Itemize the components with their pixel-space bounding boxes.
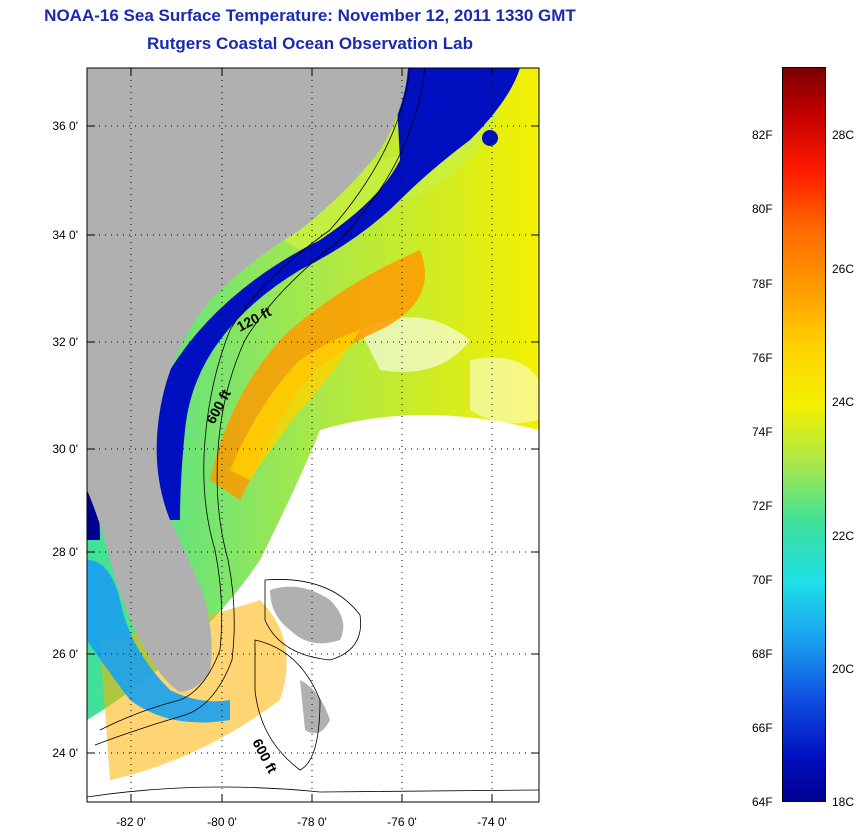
colorbar-c-label: 22C	[832, 529, 855, 543]
colorbar-f-label: 72F	[752, 499, 773, 513]
colorbar-f-label: 76F	[752, 351, 773, 365]
colorbar-c-label: 28C	[832, 128, 855, 142]
lon-label: -76 0'	[387, 815, 417, 829]
tick-marks	[87, 68, 539, 802]
colorbar-c-label: 18C	[832, 795, 855, 809]
colorbar-f-label: 74F	[752, 425, 773, 439]
contour-120ft	[99, 67, 411, 731]
lon-label: -74 0'	[477, 815, 507, 829]
graticule	[87, 68, 539, 802]
colorbar-c-label: 20C	[832, 662, 855, 676]
bahamas-bank	[270, 586, 344, 644]
colorbar-f-label: 80F	[752, 202, 773, 216]
colorbar-f-label: 70F	[752, 573, 773, 587]
colorbar-f-label: 82F	[752, 128, 773, 142]
lat-label: 36 0'	[52, 119, 78, 133]
lat-label: 32 0'	[52, 335, 78, 349]
colorbar-c-label: 26C	[832, 262, 855, 276]
lon-label: -82 0'	[116, 815, 146, 829]
coastal-cold-water	[87, 68, 520, 723]
lon-label: -80 0'	[207, 815, 237, 829]
lat-label: 30 0'	[52, 442, 78, 456]
lon-label: -78 0'	[297, 815, 327, 829]
temperature-colorbar	[782, 67, 826, 802]
colorbar-f-label: 64F	[752, 795, 773, 809]
cold-eddy	[482, 130, 498, 146]
colorbar-f-label: 68F	[752, 647, 773, 661]
lat-label: 26 0'	[52, 647, 78, 661]
lat-label: 34 0'	[52, 228, 78, 242]
map-title: NOAA-16 Sea Surface Temperature: Novembe…	[44, 6, 576, 25]
lat-label: 28 0'	[52, 545, 78, 559]
island	[300, 680, 330, 734]
land	[87, 68, 408, 734]
colorbar-f-label: 66F	[752, 721, 773, 735]
colorbar-f-label: 78F	[752, 277, 773, 291]
colorbar-c-label: 24C	[832, 395, 855, 409]
depth-contours	[86, 67, 540, 798]
map-subtitle: Rutgers Coastal Ocean Observation Lab	[147, 34, 473, 53]
map-frame	[86, 67, 540, 803]
lat-label: 24 0'	[52, 746, 78, 760]
